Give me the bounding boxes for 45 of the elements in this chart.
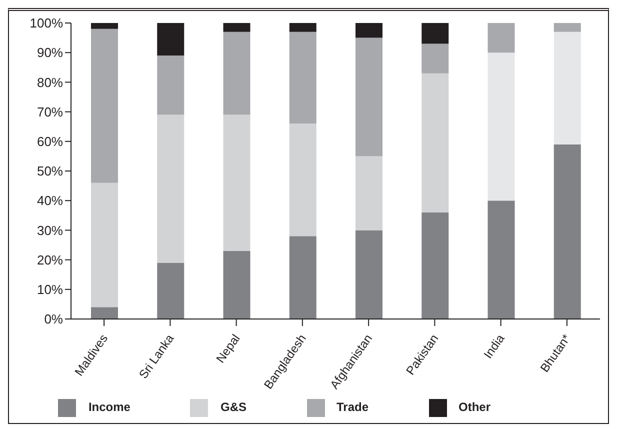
bar [356, 38, 382, 156]
y-tick-label: 50% [36, 164, 64, 179]
y-tick-label: 90% [36, 45, 64, 60]
bar [223, 114, 250, 251]
bar [289, 23, 316, 32]
bar [91, 28, 118, 183]
y-tick-label: 0% [44, 312, 64, 327]
bar [488, 52, 515, 201]
y-tick-label: 10% [36, 282, 64, 298]
bar [223, 23, 250, 32]
bar [91, 182, 118, 308]
legend-label: Other [458, 400, 491, 414]
y-tick-label: 40% [36, 193, 64, 208]
bar [289, 32, 316, 124]
bar [356, 230, 382, 319]
legend-label: Trade [336, 400, 369, 414]
bar [289, 124, 316, 236]
bar [488, 200, 515, 319]
bar [554, 144, 581, 319]
y-tick-label: 60% [36, 134, 64, 150]
bar [488, 23, 515, 53]
bar [554, 23, 581, 32]
bar [289, 236, 316, 319]
y-tick-label: 20% [36, 252, 64, 268]
y-tick-label: 100% [30, 16, 64, 31]
y-tick-label: 30% [36, 222, 64, 238]
legend-label: G&S [220, 400, 246, 414]
bar [422, 73, 449, 212]
bar [554, 32, 581, 144]
bar [157, 114, 184, 263]
bar [422, 44, 449, 74]
legend-label: Income [88, 400, 130, 414]
bar [157, 56, 184, 115]
bar [157, 23, 184, 56]
bar [157, 262, 184, 319]
bar [422, 212, 449, 319]
bar [223, 32, 250, 115]
bar [422, 23, 449, 44]
bar [223, 250, 250, 319]
bar [91, 23, 118, 29]
y-tick-label: 80% [36, 74, 64, 90]
bar [356, 23, 382, 38]
bar [91, 307, 118, 319]
y-tick-label: 70% [36, 104, 64, 120]
bar [356, 156, 382, 230]
